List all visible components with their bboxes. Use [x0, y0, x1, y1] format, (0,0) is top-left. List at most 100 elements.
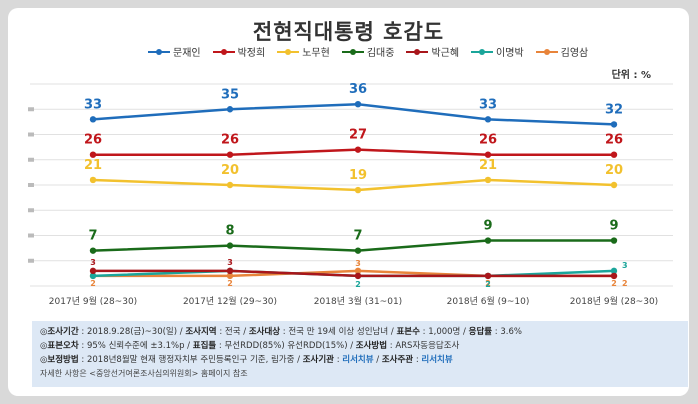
survey-info-box: ◎조사기간 : 2018.9.28(금)~30(일) / 조사지역 : 전국 /… [32, 321, 688, 387]
data-point [610, 267, 618, 275]
data-point [226, 151, 234, 158]
info-text: : 95% 신뢰수준에 ±3.1%p / [78, 341, 193, 351]
data-label: 7 [353, 229, 362, 244]
info-text: : [413, 355, 422, 365]
data-point [354, 272, 362, 280]
legend-item: 이명박 [471, 44, 524, 59]
data-label: 32 [605, 102, 623, 117]
grid-marker [28, 157, 34, 162]
data-label: 20 [221, 163, 239, 178]
data-label: 26 [221, 133, 239, 148]
data-point [226, 267, 234, 275]
data-label: 21 [84, 158, 102, 173]
grid-marker [28, 183, 34, 187]
legend-label: 박정희 [237, 48, 266, 59]
data-point [89, 176, 97, 184]
data-label: 7 [88, 229, 97, 244]
data-label: 26 [479, 133, 497, 148]
info-text: 조사대상 [248, 327, 281, 337]
info-text: 조사기간 [47, 327, 79, 337]
grid-marker [28, 107, 34, 112]
info-text: 표집틀 [192, 341, 217, 351]
data-point [89, 247, 97, 254]
data-label: 3 [622, 261, 628, 270]
info-text: : 2018년8월말 현재 행정자치부 주민등록인구 기준, 림가중 / [78, 355, 303, 365]
data-label: 2 [355, 280, 361, 289]
data-point [484, 176, 492, 184]
data-point [89, 151, 97, 158]
data-label: 8 [225, 224, 234, 239]
x-tick-label: 2017년 9월 (28~30) [49, 295, 137, 307]
info-text: : 무선RDD(85%) 유선RDD(15%) / [216, 341, 356, 351]
data-label: 33 [479, 97, 497, 112]
data-point [354, 186, 362, 194]
legend-swatch [535, 47, 558, 57]
legend-item: 박근혜 [406, 44, 459, 59]
data-label: 3 [227, 258, 233, 267]
data-point [610, 272, 618, 280]
chart-title: 전현직대통령 호감도 [252, 20, 445, 44]
data-point [610, 237, 618, 244]
info-text: / [373, 355, 382, 365]
legend-label: 문재인 [173, 48, 201, 59]
survey-info-note: 자세한 사항은 <중앙선거여론조사심의위원회> 홈페이지 참조 [40, 369, 248, 378]
info-text: 리서치뷰 [342, 355, 374, 365]
legend-item: 문재인 [148, 44, 201, 59]
series-line [92, 102, 615, 126]
data-point [89, 116, 97, 123]
data-label: 33 [84, 97, 102, 112]
data-point [354, 146, 362, 153]
grid-marker [28, 258, 34, 263]
data-point [354, 267, 362, 275]
data-label: 36 [349, 82, 367, 97]
info-text: 조사방법 [355, 341, 388, 351]
unit-label: 단위 : % [611, 70, 651, 81]
data-label: 2 [90, 279, 96, 288]
grid-marker [28, 132, 34, 137]
grid-marker [28, 208, 34, 213]
info-text: : 전국 만 19세 이상 성인남녀 / [280, 327, 397, 337]
data-label: 21 [479, 158, 497, 173]
line-chart: 2017년 9월 (28~30) 2017년 12월 (29~30) 2018년 3… [28, 82, 673, 307]
legend-item: 박정희 [212, 44, 266, 59]
legend-swatch [406, 47, 429, 57]
data-label: 27 [349, 128, 367, 143]
info-text: : 1,000명 / [419, 327, 469, 337]
data-point [484, 237, 492, 244]
data-point [89, 267, 97, 275]
info-text: : 3.6% [492, 327, 522, 337]
info-text: : ARS자동응답조사 [387, 341, 460, 351]
survey-info-line-3: ◎보정방법 : 2018년8월말 현재 행정자치부 주민등록인구 기준, 림가중… [40, 353, 682, 367]
legend-item: 김대중 [341, 44, 394, 59]
data-point [226, 106, 234, 113]
legend-label: 김영삼 [560, 48, 589, 59]
legend: 문재인 박정희 노무현 김대중 박근혜 이명박 김영삼 [148, 44, 588, 59]
info-text: ◎ [40, 355, 48, 365]
info-text: 표본오차 [47, 341, 79, 351]
grid-marker [28, 233, 34, 238]
data-point [484, 116, 492, 123]
survey-info-line-2: ◎표본오차 : 95% 신뢰수준에 ±3.1%p / 표집틀 : 무선RDD(8… [40, 339, 682, 353]
legend-swatch [277, 47, 300, 57]
data-point [610, 181, 618, 189]
info-text: : 2018.9.28(금)~30(일) / [78, 327, 186, 337]
info-text: : 전국 / [216, 327, 249, 337]
data-point [226, 242, 234, 249]
data-label: 20 [605, 163, 623, 178]
legend-label: 이명박 [496, 48, 524, 59]
info-text: 보정방법 [47, 355, 79, 365]
x-tick-label: 2017년 12월 (29~30) [183, 295, 277, 307]
legend-item: 노무현 [277, 44, 330, 59]
data-point [484, 272, 492, 280]
legend-label: 박근혜 [431, 48, 460, 59]
data-label: 19 [349, 168, 367, 183]
info-text: ◎ [40, 327, 48, 337]
x-tick-label: 2018년 3월 (31~01) [314, 295, 402, 307]
data-point [484, 151, 492, 158]
data-label: 9 [609, 219, 618, 234]
legend-swatch [341, 47, 364, 57]
info-text: : [334, 355, 343, 365]
legend-item: 김영삼 [535, 44, 589, 59]
data-label: 26 [84, 133, 102, 148]
info-text: 조사주관 [381, 355, 414, 365]
